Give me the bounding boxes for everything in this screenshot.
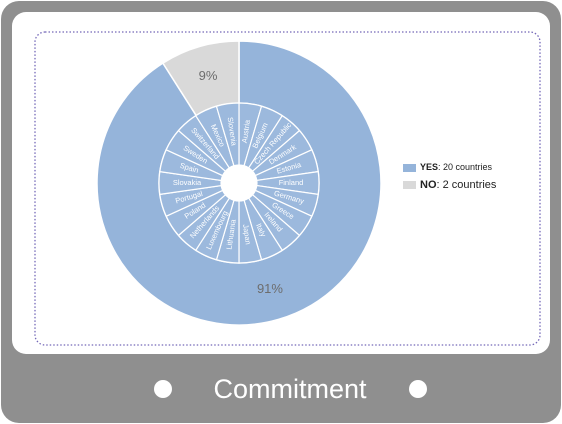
- legend-text: : 20 countries: [438, 162, 493, 172]
- category-label: Slovakia: [173, 178, 202, 187]
- category-label: Japan: [241, 224, 253, 246]
- legend-text: : 2 countries: [437, 179, 497, 191]
- dot: [409, 380, 427, 398]
- legend-label: YES: 20 countries: [420, 162, 493, 172]
- legend-label: NO: 2 countries: [420, 179, 497, 191]
- category-label: Austria: [240, 118, 252, 143]
- legend-key: YES: [420, 162, 438, 172]
- category-label: Finland: [279, 178, 304, 187]
- legend-swatch: [403, 164, 416, 172]
- category-label: Lithuania: [224, 218, 237, 250]
- value-label: 9%: [199, 68, 218, 83]
- dotted-border: [34, 31, 541, 346]
- footer-title: Commitment: [213, 374, 367, 404]
- value-label: 91%: [257, 281, 283, 296]
- hole: [221, 165, 257, 201]
- dot: [154, 380, 172, 398]
- legend-key: NO: [420, 179, 437, 191]
- category-label: Slovenia: [226, 117, 239, 148]
- legend-swatch: [403, 181, 416, 189]
